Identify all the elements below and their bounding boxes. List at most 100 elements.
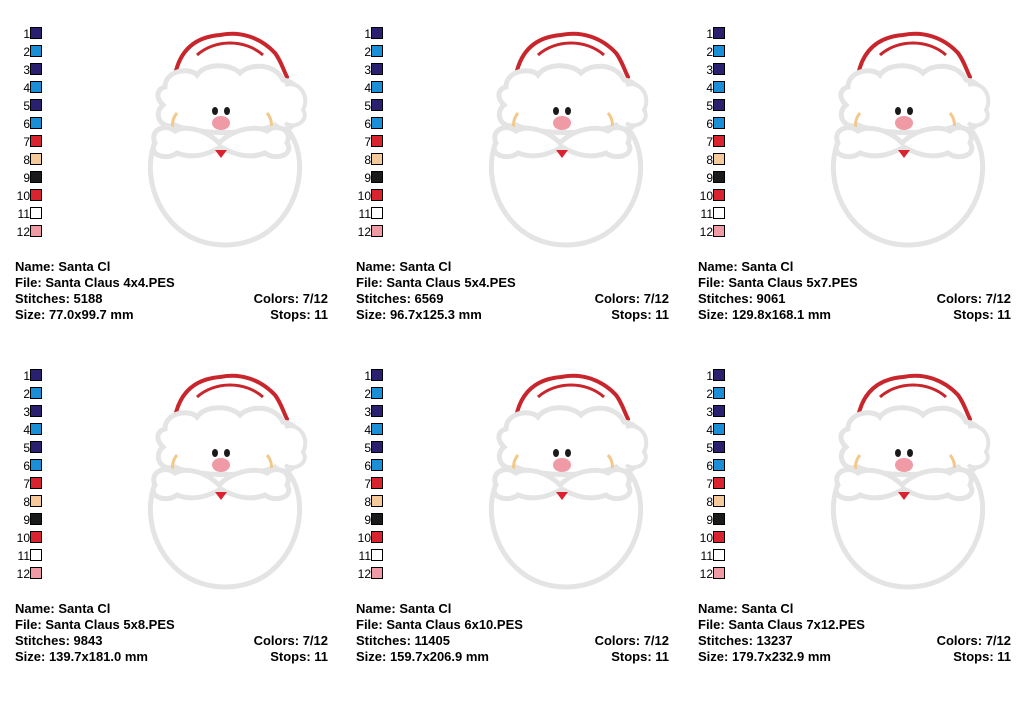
palette-number: 9 (364, 513, 371, 527)
palette-number: 3 (23, 405, 30, 419)
palette-swatch (371, 225, 383, 237)
palette-row: 10 (341, 530, 401, 548)
palette-row: 2 (683, 44, 743, 62)
palette-swatch (30, 423, 42, 435)
palette-number: 12 (357, 567, 371, 581)
design-info: Name: Santa Cl File: Santa Claus 5x7.PES… (698, 259, 1011, 323)
palette-number: 2 (364, 387, 371, 401)
palette-swatch (713, 405, 725, 417)
palette-swatch (713, 153, 725, 165)
design-stops: Stops: 11 (953, 649, 1011, 664)
palette-row: 4 (683, 422, 743, 440)
palette-row: 2 (341, 386, 401, 404)
palette-swatch (30, 495, 42, 507)
palette-swatch (371, 27, 383, 39)
palette-swatch (713, 81, 725, 93)
palette-row: 4 (341, 80, 401, 98)
design-stitches: Stitches: 6569 (356, 291, 444, 306)
palette-swatch (713, 477, 725, 489)
santa-claus-design-icon (830, 31, 991, 248)
palette-row: 2 (683, 386, 743, 404)
palette-swatch (371, 171, 383, 183)
palette-swatch (713, 567, 725, 579)
palette-swatch (371, 369, 383, 381)
palette-number: 1 (364, 369, 371, 383)
palette-swatch (371, 117, 383, 129)
palette-swatch (371, 549, 383, 561)
design-file: File: Santa Claus 5x7.PES (698, 275, 858, 290)
palette-number: 10 (16, 189, 30, 203)
palette-number: 7 (23, 135, 30, 149)
design-name: Name: Santa Cl (698, 601, 794, 616)
palette-row: 12 (683, 566, 743, 584)
palette-row: 6 (341, 458, 401, 476)
design-size: Size: 96.7x125.3 mm (356, 307, 482, 322)
palette-row: 6 (683, 116, 743, 134)
palette-row: 4 (0, 422, 60, 440)
palette-number: 3 (23, 63, 30, 77)
palette-swatch (30, 153, 42, 165)
palette-number: 4 (23, 423, 30, 437)
palette-row: 10 (341, 188, 401, 206)
palette-number: 1 (23, 369, 30, 383)
design-colors: Colors: 7/12 (253, 291, 328, 306)
palette-swatch (371, 513, 383, 525)
palette-number: 9 (364, 171, 371, 185)
palette-row: 12 (341, 566, 401, 584)
design-size: Size: 139.7x181.0 mm (15, 649, 148, 664)
design-card: 1 2 3 4 5 6 7 8 9 10 11 12 Name: Santa Cl (0, 342, 335, 672)
palette-swatch (371, 477, 383, 489)
palette-number: 7 (364, 135, 371, 149)
palette-row: 11 (0, 548, 60, 566)
santa-claus-design-icon (147, 373, 308, 590)
palette-number: 2 (23, 387, 30, 401)
palette-swatch (30, 441, 42, 453)
palette-swatch (713, 549, 725, 561)
palette-swatch (30, 135, 42, 147)
palette-row: 1 (341, 368, 401, 386)
palette-swatch (371, 99, 383, 111)
design-file: File: Santa Claus 5x4.PES (356, 275, 516, 290)
design-name: Name: Santa Cl (15, 601, 111, 616)
palette-number: 11 (358, 207, 371, 221)
design-info: Name: Santa Cl File: Santa Claus 5x8.PES… (15, 601, 328, 665)
palette-swatch (713, 369, 725, 381)
palette-number: 1 (706, 369, 713, 383)
palette-number: 9 (23, 513, 30, 527)
design-card: 1 2 3 4 5 6 7 8 9 10 11 12 Name: Santa Cl (0, 0, 335, 330)
palette-row: 7 (683, 476, 743, 494)
design-stops: Stops: 11 (611, 649, 669, 664)
palette-row: 12 (0, 224, 60, 242)
design-size: Size: 77.0x99.7 mm (15, 307, 134, 322)
palette-swatch (371, 405, 383, 417)
palette-number: 10 (357, 189, 371, 203)
palette-swatch (30, 171, 42, 183)
palette-number: 5 (706, 99, 713, 113)
santa-claus-design-icon (830, 373, 991, 590)
design-file: File: Santa Claus 6x10.PES (356, 617, 523, 632)
palette-row: 7 (0, 134, 60, 152)
design-card: 1 2 3 4 5 6 7 8 9 10 11 12 Name: Santa Cl (683, 342, 1018, 672)
palette-swatch (371, 459, 383, 471)
palette-swatch (371, 567, 383, 579)
palette-number: 4 (706, 423, 713, 437)
palette-row: 2 (0, 386, 60, 404)
palette-number: 9 (706, 513, 713, 527)
palette-number: 6 (706, 459, 713, 473)
palette-row: 3 (0, 62, 60, 80)
palette-number: 6 (706, 117, 713, 131)
palette-swatch (713, 189, 725, 201)
palette-row: 9 (341, 512, 401, 530)
palette-number: 11 (17, 207, 30, 221)
palette-swatch (371, 495, 383, 507)
palette-row: 3 (341, 62, 401, 80)
palette-row: 5 (683, 440, 743, 458)
palette-swatch (30, 513, 42, 525)
palette-row: 5 (0, 98, 60, 116)
palette-swatch (713, 171, 725, 183)
palette-row: 8 (341, 494, 401, 512)
palette-row: 5 (341, 440, 401, 458)
palette-row: 4 (683, 80, 743, 98)
palette-swatch (713, 531, 725, 543)
palette-swatch (30, 549, 42, 561)
